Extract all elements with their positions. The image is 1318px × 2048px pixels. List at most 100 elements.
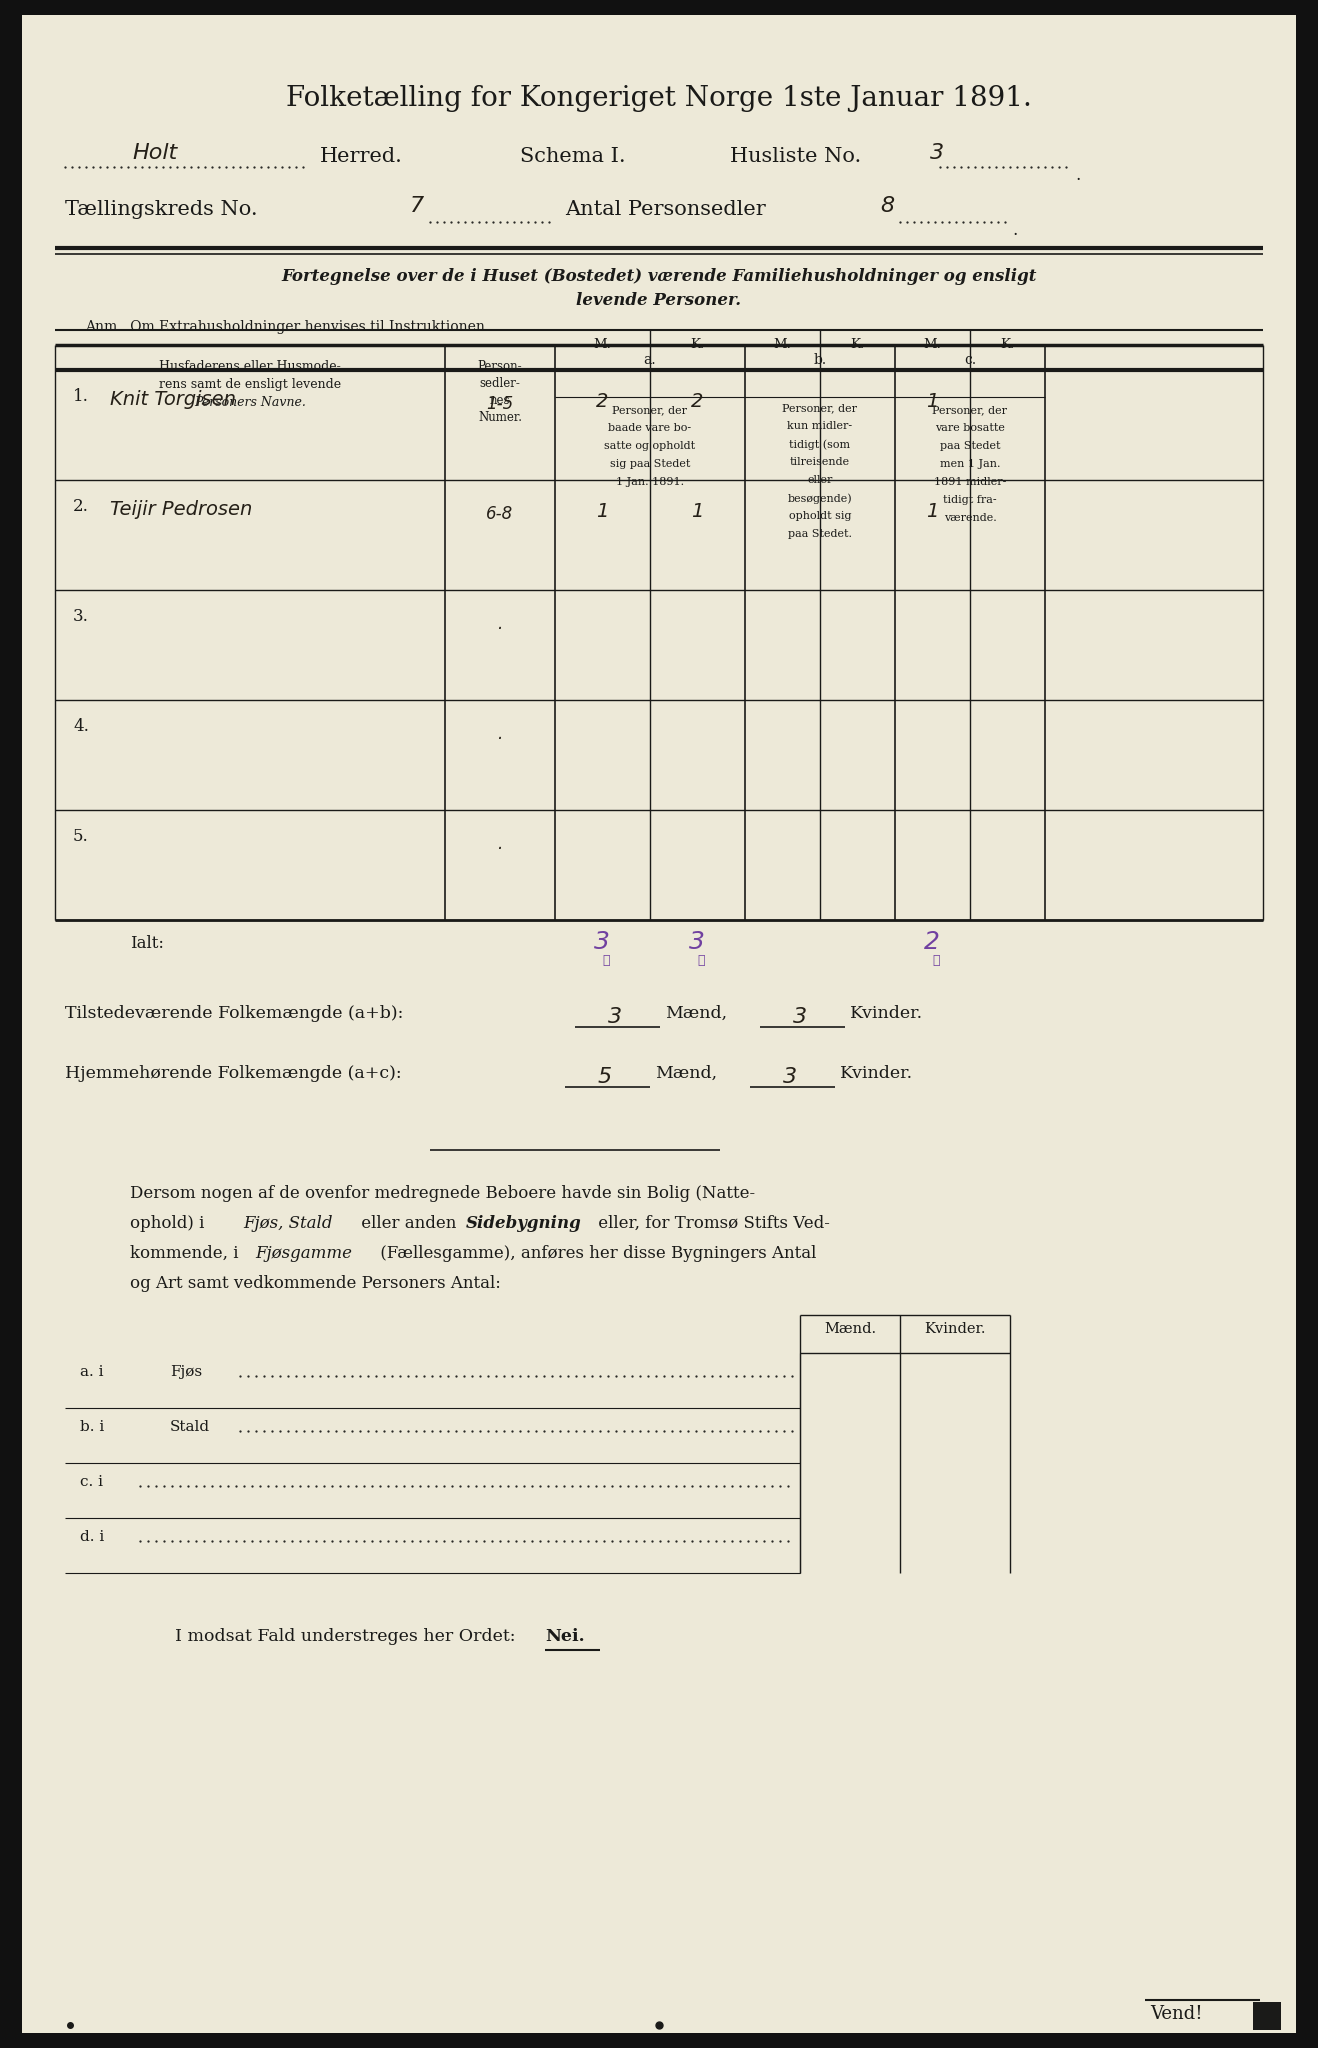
Text: d. i: d. i (80, 1530, 104, 1544)
Text: ✓: ✓ (932, 954, 940, 967)
Text: 3.: 3. (72, 608, 88, 625)
Text: 5.: 5. (72, 827, 88, 846)
Text: opholdt sig: opholdt sig (788, 512, 851, 520)
Text: men 1 Jan.: men 1 Jan. (940, 459, 1000, 469)
Text: kun midler-: kun midler- (787, 422, 853, 430)
Text: Kvinder.: Kvinder. (850, 1006, 923, 1022)
Text: 2.: 2. (72, 498, 88, 514)
Text: 1891 midler-: 1891 midler- (934, 477, 1006, 487)
Text: ✓: ✓ (602, 954, 610, 967)
Text: c.: c. (963, 352, 977, 367)
Text: vare bosatte: vare bosatte (934, 424, 1004, 432)
Text: Dersom nogen af de ovenfor medregnede Beboere havde sin Bolig (Natte-: Dersom nogen af de ovenfor medregnede Be… (130, 1186, 755, 1202)
Text: paa Stedet.: paa Stedet. (788, 528, 851, 539)
Text: Personer, der: Personer, der (613, 406, 688, 416)
Text: Hjemmehørende Folkemængde (a+c):: Hjemmehørende Folkemængde (a+c): (65, 1065, 402, 1081)
Text: 3: 3 (689, 930, 705, 954)
Text: Knit Torgisen: Knit Torgisen (109, 389, 236, 410)
Text: 2: 2 (691, 391, 704, 412)
Text: b. i: b. i (80, 1419, 104, 1434)
Text: a. i: a. i (80, 1366, 104, 1378)
Text: Personer, der: Personer, der (933, 406, 1007, 416)
Text: .: . (497, 836, 502, 854)
Text: 1 Jan. 1891.: 1 Jan. 1891. (616, 477, 684, 487)
Text: Ialt:: Ialt: (130, 936, 163, 952)
Text: baade vare bo-: baade vare bo- (609, 424, 692, 432)
Text: .: . (1075, 168, 1081, 184)
Text: Antal Personsedler: Antal Personsedler (565, 201, 766, 219)
Text: Schema I.: Schema I. (521, 147, 626, 166)
Text: Vend!: Vend! (1151, 2005, 1202, 2023)
Text: Holt: Holt (132, 143, 178, 164)
Text: K.: K. (850, 338, 865, 350)
Text: 2: 2 (596, 391, 608, 412)
Text: nes: nes (490, 393, 510, 408)
Text: satte og opholdt: satte og opholdt (605, 440, 696, 451)
Text: tidigt fra-: tidigt fra- (944, 496, 996, 506)
Text: 1: 1 (691, 502, 704, 520)
Text: .: . (497, 614, 502, 633)
Text: kommende, i: kommende, i (130, 1245, 244, 1262)
Text: 4.: 4. (72, 719, 88, 735)
Text: 3: 3 (594, 930, 610, 954)
Text: Tilstedeværende Folkemængde (a+b):: Tilstedeværende Folkemængde (a+b): (65, 1006, 403, 1022)
Text: eller anden: eller anden (356, 1214, 461, 1233)
Text: Personer, der: Personer, der (783, 403, 858, 414)
Text: 8: 8 (880, 197, 894, 215)
Text: ✓: ✓ (697, 954, 705, 967)
Text: og Art samt vedkommende Personers Antal:: og Art samt vedkommende Personers Antal: (130, 1276, 501, 1292)
Text: M.: M. (593, 338, 612, 350)
Text: Husfaderens eller Husmode-: Husfaderens eller Husmode- (159, 360, 341, 373)
Text: 1: 1 (925, 502, 938, 520)
Text: c. i: c. i (80, 1475, 103, 1489)
Text: tilreisende: tilreisende (789, 457, 850, 467)
Text: Numer.: Numer. (478, 412, 522, 424)
Text: 3: 3 (931, 143, 944, 164)
Text: .: . (497, 725, 502, 743)
Text: værende.: værende. (944, 512, 996, 522)
Text: sig paa Stedet: sig paa Stedet (610, 459, 691, 469)
Text: Kvinder.: Kvinder. (924, 1323, 986, 1335)
Text: 7: 7 (410, 197, 424, 215)
Text: 1: 1 (596, 502, 608, 520)
Text: Nei.: Nei. (546, 1628, 585, 1645)
Text: Kvinder.: Kvinder. (840, 1065, 913, 1081)
Text: Tællingskreds No.: Tællingskreds No. (65, 201, 257, 219)
Text: Mænd.: Mænd. (824, 1323, 876, 1335)
Text: Anm.  Om Extrahusholdninger henvises til Instruktionen.: Anm. Om Extrahusholdninger henvises til … (84, 319, 489, 334)
Text: Mænd,: Mænd, (655, 1065, 717, 1081)
Text: tidigt (som: tidigt (som (789, 438, 850, 451)
Text: 2: 2 (924, 930, 940, 954)
Text: b.: b. (813, 352, 826, 367)
Text: M.: M. (774, 338, 791, 350)
Text: I modsat Fald understreges her Ordet:: I modsat Fald understreges her Ordet: (175, 1628, 521, 1645)
Text: rens samt de ensligt levende: rens samt de ensligt levende (159, 379, 341, 391)
Text: ophold) i: ophold) i (130, 1214, 210, 1233)
Text: Husliste No.: Husliste No. (730, 147, 861, 166)
Text: Stald: Stald (170, 1419, 210, 1434)
Text: Personers Navne.: Personers Navne. (194, 395, 306, 410)
Text: levende Personer.: levende Personer. (576, 293, 742, 309)
Text: .: . (1012, 221, 1017, 240)
Text: 3: 3 (608, 1008, 622, 1026)
Text: Fjøsgamme: Fjøsgamme (254, 1245, 352, 1262)
Text: 1: 1 (925, 391, 938, 412)
Bar (1253, 2003, 1281, 2030)
Text: Mænd,: Mænd, (666, 1006, 728, 1022)
Text: Sidebygning: Sidebygning (467, 1214, 581, 1233)
Text: Fortegnelse over de i Huset (Bostedet) værende Familiehusholdninger og ensligt: Fortegnelse over de i Huset (Bostedet) v… (281, 268, 1037, 285)
Text: 1.: 1. (72, 387, 88, 406)
Text: Teijir Pedrosen: Teijir Pedrosen (109, 500, 252, 518)
Text: Fjøs, Stald: Fjøs, Stald (243, 1214, 332, 1233)
Text: eller, for Tromsø Stifts Ved-: eller, for Tromsø Stifts Ved- (593, 1214, 830, 1233)
Text: besøgende): besøgende) (788, 494, 853, 504)
Text: 6-8: 6-8 (486, 506, 514, 522)
Text: Herred.: Herred. (320, 147, 403, 166)
Text: 3: 3 (783, 1067, 797, 1087)
Text: 5: 5 (598, 1067, 612, 1087)
Text: 1-5: 1-5 (486, 395, 514, 414)
Text: Folketælling for Kongeriget Norge 1ste Januar 1891.: Folketælling for Kongeriget Norge 1ste J… (286, 86, 1032, 113)
Text: M.: M. (923, 338, 941, 350)
Text: eller: eller (808, 475, 833, 485)
Text: K.: K. (689, 338, 704, 350)
